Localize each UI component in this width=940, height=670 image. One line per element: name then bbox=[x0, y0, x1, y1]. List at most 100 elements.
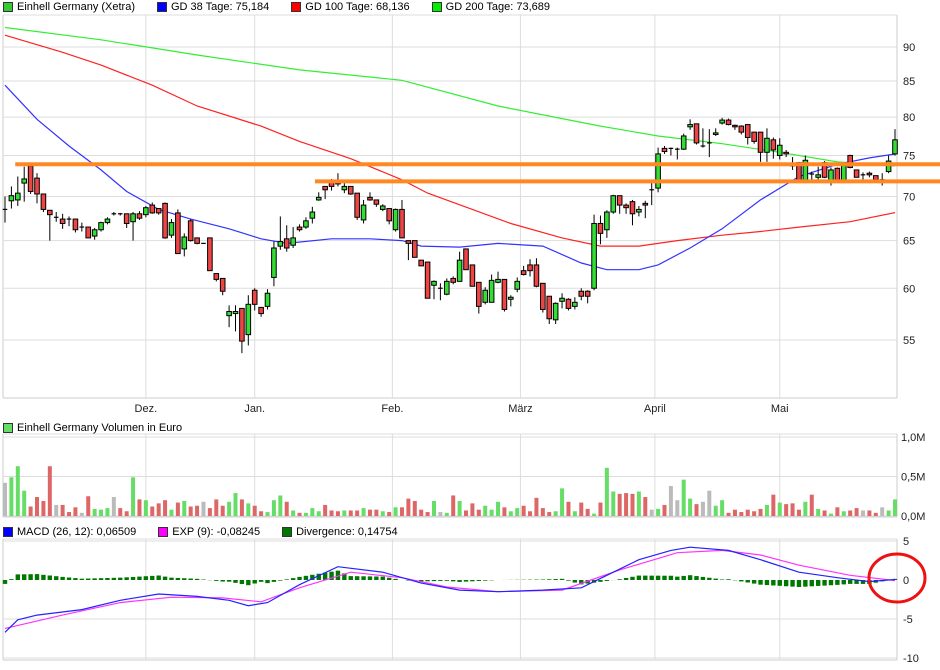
divergence-bar bbox=[214, 580, 219, 581]
candle bbox=[482, 287, 489, 305]
volume-bar bbox=[118, 508, 123, 516]
legend-label: Einhell Germany (Xetra) bbox=[17, 1, 135, 13]
legend-label: GD 38 Tage: 75,184 bbox=[171, 1, 270, 13]
volume-bar bbox=[438, 512, 443, 516]
volume-bar bbox=[732, 509, 737, 516]
volume-bar bbox=[265, 512, 270, 516]
divergence-bar bbox=[681, 575, 686, 580]
candle-body bbox=[572, 301, 578, 307]
volume-bar bbox=[880, 507, 885, 516]
divergence-bar bbox=[220, 580, 225, 582]
divergence-bar bbox=[579, 580, 584, 585]
divergence-bar bbox=[15, 574, 21, 580]
candle-body bbox=[360, 204, 367, 221]
divergence-bar bbox=[476, 580, 482, 581]
divergence-bar bbox=[860, 580, 866, 584]
divergence-bar bbox=[828, 580, 834, 586]
legend-label: GD 100 Tage: 68,136 bbox=[305, 1, 410, 13]
candle bbox=[675, 147, 680, 160]
volume-bar bbox=[508, 511, 513, 516]
divergence-bar bbox=[258, 580, 264, 582]
volume-bar bbox=[496, 501, 501, 516]
candle bbox=[40, 193, 47, 213]
divergence-bar bbox=[66, 577, 72, 580]
candle bbox=[373, 199, 380, 207]
candle-body bbox=[168, 222, 175, 236]
divergence-bar bbox=[86, 578, 91, 580]
divergence-bar bbox=[777, 580, 782, 586]
divergence-bar bbox=[22, 574, 27, 580]
volume-bar bbox=[367, 509, 372, 516]
candle bbox=[175, 209, 181, 255]
candle bbox=[143, 205, 149, 218]
candle-body bbox=[341, 185, 348, 191]
volume-bar bbox=[207, 508, 212, 516]
candle-body bbox=[411, 240, 418, 258]
candle-body bbox=[271, 247, 277, 278]
candle-body bbox=[251, 289, 258, 305]
candle-body bbox=[712, 132, 719, 135]
divergence-bar bbox=[643, 575, 648, 580]
candle bbox=[693, 123, 700, 145]
candle bbox=[623, 203, 629, 214]
candle-body bbox=[15, 192, 21, 201]
volume-bar bbox=[195, 505, 200, 516]
divergence-bar bbox=[303, 575, 309, 580]
candle-body bbox=[47, 209, 53, 216]
divergence-bar bbox=[162, 576, 168, 580]
divergence-bar bbox=[649, 575, 654, 580]
volume-bar bbox=[22, 490, 27, 516]
divergence-bar bbox=[252, 580, 257, 584]
divergence-bar bbox=[73, 578, 78, 580]
candle-body bbox=[738, 125, 745, 133]
candle-body bbox=[655, 153, 661, 189]
x-tick-label: Dez. bbox=[135, 403, 158, 415]
candle-body bbox=[520, 270, 527, 276]
volume-bar bbox=[137, 499, 142, 516]
candle bbox=[226, 305, 232, 328]
candle-body bbox=[840, 163, 847, 182]
candle-body bbox=[546, 295, 553, 320]
volume-bar bbox=[86, 496, 91, 516]
volume-bar bbox=[822, 510, 827, 516]
divergence-bar bbox=[34, 574, 40, 580]
divergence-bar bbox=[278, 580, 283, 581]
candle bbox=[91, 227, 98, 240]
legend-macd: MACD (26, 12): 0,06509 bbox=[3, 526, 136, 538]
candle bbox=[111, 212, 117, 216]
volume-bar bbox=[278, 495, 283, 516]
volume-bar bbox=[803, 501, 808, 516]
candle-body bbox=[213, 273, 220, 280]
divergence-bar bbox=[438, 580, 443, 581]
candle-body bbox=[392, 208, 399, 231]
candle bbox=[649, 181, 654, 206]
volume-bar bbox=[611, 491, 616, 516]
candle-body bbox=[194, 237, 200, 244]
divergence-bar bbox=[758, 580, 763, 585]
candle-body bbox=[373, 199, 380, 205]
candle bbox=[155, 208, 162, 215]
macd-tick-label: -5 bbox=[903, 614, 913, 626]
candle bbox=[315, 192, 322, 201]
divergence-bar bbox=[156, 575, 161, 580]
divergence-bar bbox=[297, 576, 302, 580]
candle-body bbox=[72, 218, 79, 231]
divergence-bar bbox=[655, 575, 661, 580]
candle bbox=[514, 277, 521, 293]
divergence-bar bbox=[335, 570, 341, 580]
divergence-bar bbox=[815, 580, 821, 586]
candle-body bbox=[347, 185, 354, 195]
candle bbox=[719, 117, 725, 125]
candle bbox=[732, 124, 738, 130]
candle bbox=[597, 215, 604, 245]
volume-bar bbox=[182, 500, 187, 516]
candle bbox=[680, 133, 687, 150]
candle-body bbox=[456, 259, 463, 282]
volume-bar bbox=[758, 508, 763, 516]
divergence-bar bbox=[137, 576, 142, 580]
candle-body bbox=[386, 208, 392, 222]
candle bbox=[405, 240, 412, 261]
candle bbox=[687, 119, 693, 130]
volume-bar bbox=[399, 507, 404, 516]
candle-body bbox=[514, 280, 521, 290]
